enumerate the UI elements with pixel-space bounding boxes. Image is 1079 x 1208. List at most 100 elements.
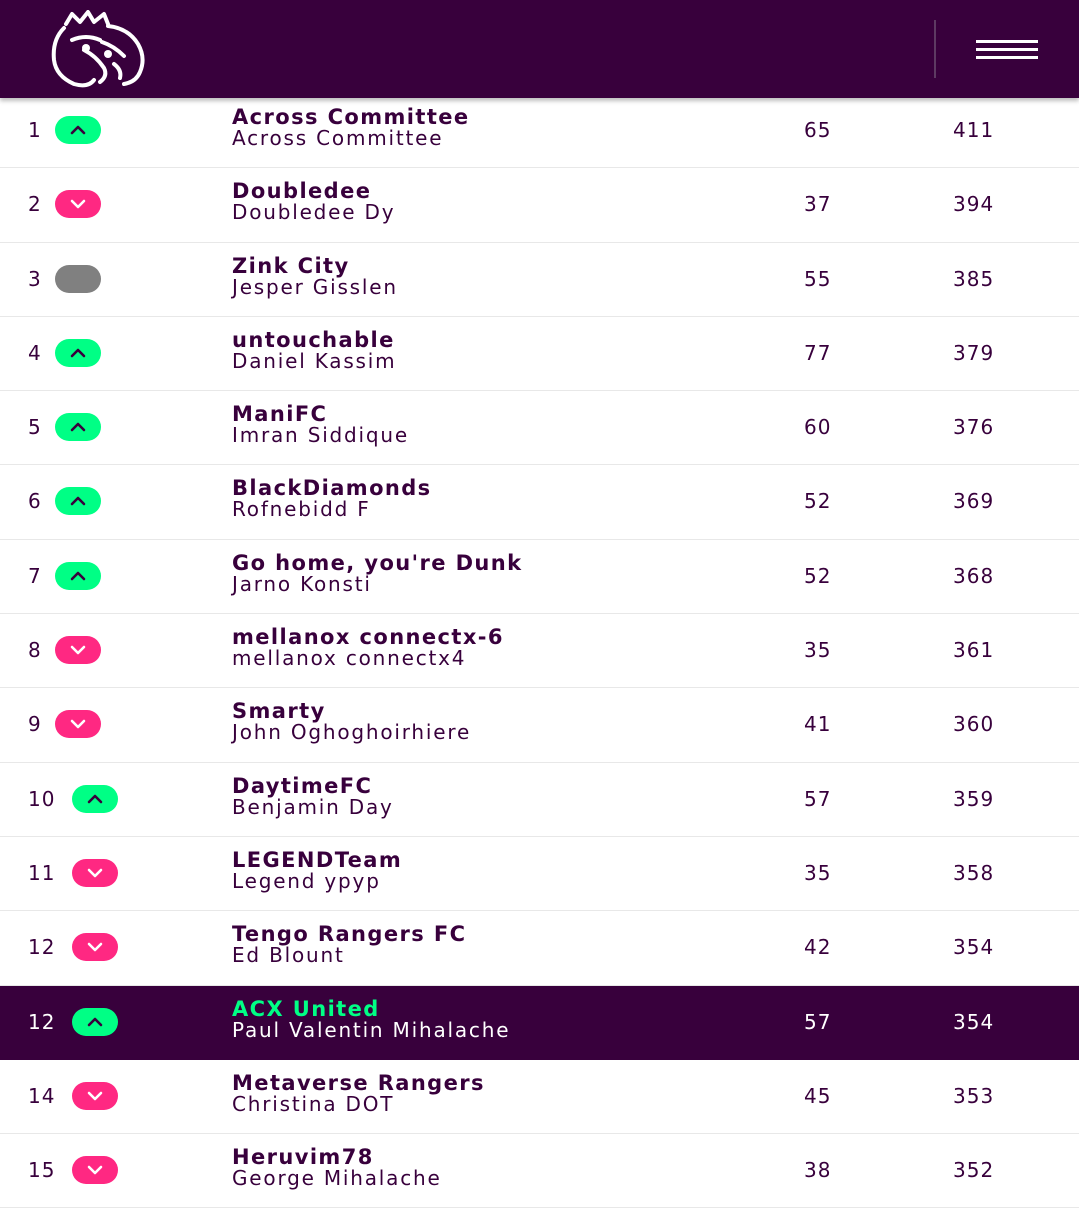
team-name[interactable]: untouchable bbox=[232, 327, 395, 352]
manager-name: George Mihalache bbox=[232, 1166, 442, 1191]
table-row[interactable]: 1 Across Committee Across Committee 65 411 bbox=[0, 94, 1079, 169]
gameweek-points: 77 bbox=[804, 340, 832, 365]
team-name[interactable]: Smarty bbox=[232, 699, 326, 724]
chevron-up-icon bbox=[72, 1007, 118, 1036]
team-name[interactable]: Go home, you're Dunk bbox=[232, 550, 523, 575]
rank-number: 2 bbox=[28, 192, 42, 217]
table-row[interactable]: 6 BlackDiamonds Rofnebidd F 52 369 bbox=[0, 465, 1079, 540]
total-points: 385 bbox=[953, 266, 995, 291]
total-points: 354 bbox=[953, 1009, 995, 1034]
team-name[interactable]: Across Committee bbox=[232, 105, 470, 129]
team-name[interactable]: Heruvim78 bbox=[232, 1145, 374, 1170]
header-divider bbox=[934, 20, 936, 78]
rank-number: 10 bbox=[28, 786, 56, 811]
hamburger-menu-icon[interactable] bbox=[976, 40, 1038, 62]
manager-name: John Oghoghoirhiere bbox=[232, 720, 472, 745]
manager-name: Imran Siddique bbox=[232, 423, 409, 448]
table-row[interactable]: 12 Tengo Rangers FC Ed Blount 42 354 bbox=[0, 911, 1079, 986]
table-row-current-user[interactable]: 12 ACX United Paul Valentin Mihalache 57 354 bbox=[0, 985, 1079, 1060]
manager-name: Across Committee bbox=[232, 126, 444, 150]
manager-name: Doubledee Dy bbox=[232, 200, 396, 225]
chevron-down-icon bbox=[55, 710, 101, 739]
total-points: 379 bbox=[953, 340, 995, 365]
gameweek-points: 60 bbox=[804, 415, 832, 440]
manager-name: Jesper Gisslen bbox=[232, 274, 398, 299]
gameweek-points: 57 bbox=[804, 786, 832, 811]
chevron-up-icon bbox=[55, 338, 101, 367]
chevron-down-icon bbox=[72, 1081, 118, 1110]
gameweek-points: 55 bbox=[804, 266, 832, 291]
league-standings-table: 1 Across Committee Across Committee 65 411 2 D… bbox=[0, 94, 1079, 1208]
chevron-up-icon bbox=[72, 784, 118, 813]
rank-number: 6 bbox=[28, 489, 42, 514]
gameweek-points: 57 bbox=[804, 1009, 832, 1034]
manager-name: Jarno Konsti bbox=[232, 571, 372, 596]
total-points: 352 bbox=[953, 1158, 995, 1183]
chevron-down-icon bbox=[72, 1156, 118, 1185]
team-name[interactable]: LEGENDTeam bbox=[232, 847, 403, 872]
chevron-down-icon bbox=[55, 636, 101, 665]
team-name[interactable]: BlackDiamonds bbox=[232, 476, 432, 501]
manager-name: Christina DOT bbox=[232, 1091, 395, 1116]
manager-name: Benjamin Day bbox=[232, 794, 394, 819]
chevron-up-icon bbox=[55, 413, 101, 442]
table-row[interactable]: 9 Smarty John Oghoghoirhiere 41 360 bbox=[0, 688, 1079, 763]
table-row[interactable]: 7 Go home, you're Dunk Jarno Konsti 52 368 bbox=[0, 540, 1079, 615]
total-points: 361 bbox=[953, 638, 995, 663]
table-row[interactable]: 2 Doubledee Doubledee Dy 37 394 bbox=[0, 168, 1079, 243]
chevron-down-icon bbox=[72, 933, 118, 962]
table-row[interactable]: 14 Metaverse Rangers Christina DOT 45 353 bbox=[0, 1060, 1079, 1135]
chevron-up-icon bbox=[55, 116, 101, 144]
total-points: 354 bbox=[953, 935, 995, 960]
rank-number: 5 bbox=[28, 415, 42, 440]
total-points: 394 bbox=[953, 192, 995, 217]
total-points: 376 bbox=[953, 415, 995, 440]
rank-number: 1 bbox=[28, 118, 42, 142]
team-name[interactable]: ACX United bbox=[232, 996, 380, 1021]
table-row[interactable]: 5 ManiFC Imran Siddique 60 376 bbox=[0, 391, 1079, 466]
manager-name: Legend ypyp bbox=[232, 868, 381, 893]
total-points: 369 bbox=[953, 489, 995, 514]
gameweek-points: 52 bbox=[804, 563, 832, 588]
rank-number: 9 bbox=[28, 712, 42, 737]
rank-number: 7 bbox=[28, 563, 42, 588]
table-row[interactable]: 11 LEGENDTeam Legend ypyp 35 358 bbox=[0, 837, 1079, 912]
team-name[interactable]: mellanox connectx-6 bbox=[232, 625, 504, 650]
team-name[interactable]: DaytimeFC bbox=[232, 773, 373, 798]
gameweek-points: 38 bbox=[804, 1158, 832, 1183]
manager-name: Ed Blount bbox=[232, 943, 345, 968]
rank-number: 11 bbox=[28, 860, 56, 885]
gameweek-points: 35 bbox=[804, 860, 832, 885]
chevron-down-icon bbox=[55, 190, 101, 219]
table-row[interactable]: 8 mellanox connectx-6 mellanox connectx4 35… bbox=[0, 614, 1079, 689]
rank-number: 15 bbox=[28, 1158, 56, 1183]
rank-number: 4 bbox=[28, 340, 42, 365]
manager-name: Rofnebidd F bbox=[232, 497, 371, 522]
total-points: 353 bbox=[953, 1083, 995, 1108]
team-name[interactable]: Metaverse Rangers bbox=[232, 1070, 485, 1095]
manager-name: Paul Valentin Mihalache bbox=[232, 1017, 511, 1042]
table-row[interactable]: 3 Zink City Jesper Gisslen 55 385 bbox=[0, 243, 1079, 317]
total-points: 359 bbox=[953, 786, 995, 811]
gameweek-points: 52 bbox=[804, 489, 832, 514]
team-name[interactable]: Zink City bbox=[232, 253, 350, 278]
no-change-icon bbox=[55, 264, 101, 293]
table-row[interactable]: 10 DaytimeFC Benjamin Day 57 359 bbox=[0, 763, 1079, 837]
team-name[interactable]: ManiFC bbox=[232, 402, 328, 427]
gameweek-points: 65 bbox=[804, 118, 832, 142]
manager-name: Daniel Kassim bbox=[232, 348, 397, 373]
total-points: 358 bbox=[953, 860, 995, 885]
chevron-up-icon bbox=[55, 561, 101, 590]
gameweek-points: 37 bbox=[804, 192, 832, 217]
rank-number: 12 bbox=[28, 935, 56, 960]
rank-number: 14 bbox=[28, 1083, 56, 1108]
team-name[interactable]: Doubledee bbox=[232, 179, 372, 204]
premier-league-lion-icon[interactable] bbox=[42, 10, 150, 90]
gameweek-points: 35 bbox=[804, 638, 832, 663]
rank-number: 3 bbox=[28, 266, 42, 291]
manager-name: mellanox connectx4 bbox=[232, 646, 467, 671]
team-name[interactable]: Tengo Rangers FC bbox=[232, 922, 467, 947]
chevron-down-icon bbox=[72, 858, 118, 887]
table-row[interactable]: 15 Heruvim78 George Mihalache 38 352 bbox=[0, 1134, 1079, 1208]
table-row[interactable]: 4 untouchable Daniel Kassim 77 379 bbox=[0, 317, 1079, 392]
